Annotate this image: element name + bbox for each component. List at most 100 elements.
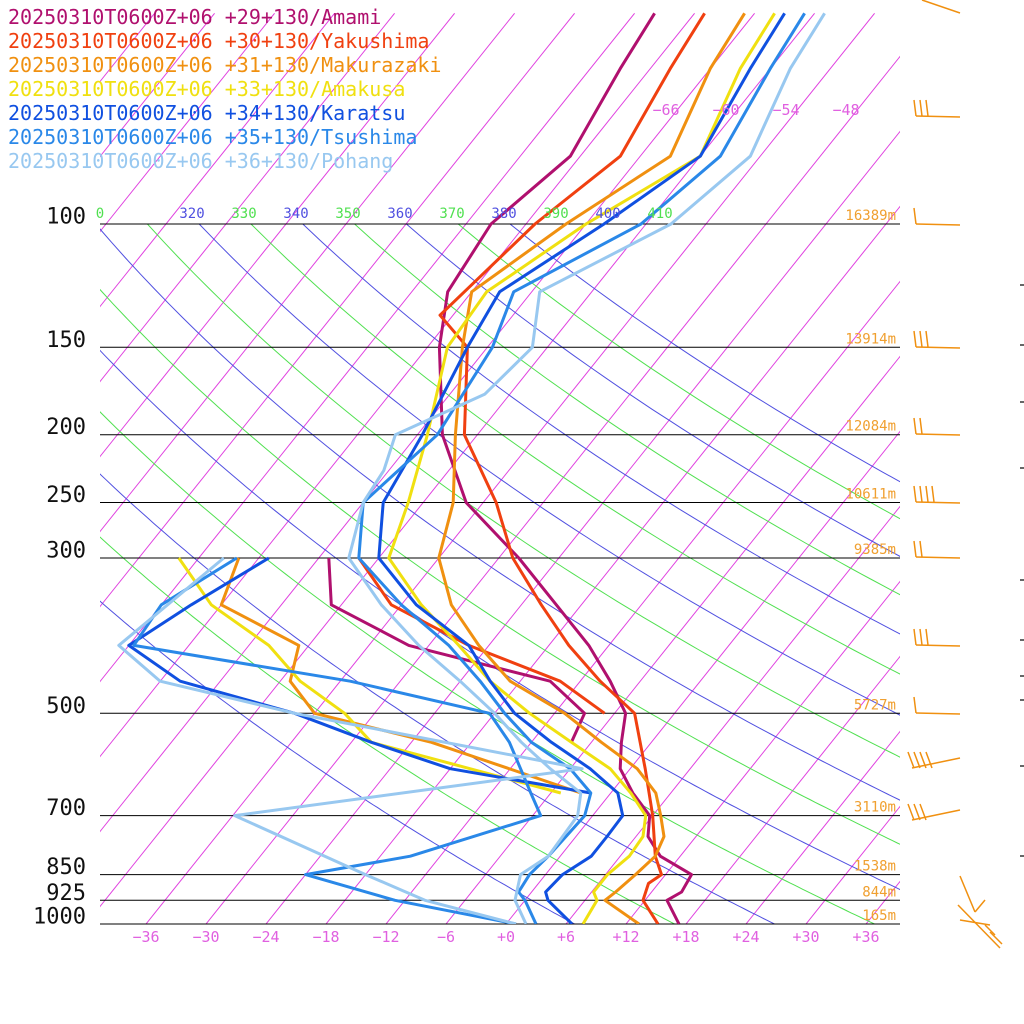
dry-adiabat-line	[147, 224, 900, 758]
isotherm-line	[145, 12, 875, 924]
dry-adiabat-line	[457, 224, 900, 520]
isotherm-grid	[100, 12, 1024, 924]
theta-label: 360	[387, 206, 412, 222]
legend-entry: 20250310T0600Z+06 +30+130/Yakushima	[8, 29, 429, 53]
isotherm-line	[745, 730, 900, 924]
temperature-profile	[438, 12, 706, 924]
wind-barb	[913, 696, 961, 715]
wind-barb	[913, 540, 961, 559]
isotherm-top-label: −48	[832, 101, 859, 119]
temperature-tick-label: −30	[192, 928, 219, 946]
temperature-profile	[377, 12, 786, 924]
wind-barb	[913, 485, 961, 504]
isotherm-line	[265, 130, 900, 924]
height-label: 1538m	[854, 859, 896, 875]
pressure-label: 300	[46, 538, 86, 563]
wind-barb	[913, 330, 961, 349]
pressure-label: 850	[46, 855, 86, 880]
pressure-label: 100	[46, 205, 86, 230]
isotherm-line	[100, 12, 515, 533]
temperature-tick-label: +30	[792, 928, 819, 946]
temperature-tick-label: −18	[312, 928, 339, 946]
pressure-label: 200	[46, 415, 86, 440]
dry-adiabat-line	[250, 224, 900, 675]
isotherm-line	[505, 430, 900, 924]
legend-entry: 20250310T0600Z+06 +33+130/Amakusa	[8, 77, 405, 101]
isotherm-line	[805, 805, 900, 924]
pressure-label: 925	[46, 881, 86, 906]
isotherm-top-label: −54	[772, 101, 799, 119]
wind-barb	[907, 803, 961, 821]
wind-barb	[913, 99, 961, 118]
temperature-tick-label: +12	[612, 928, 639, 946]
isotherm-line	[100, 12, 395, 383]
temperature-tick-label: +36	[852, 928, 879, 946]
isotherm-line	[100, 12, 335, 308]
height-label: 9385m	[854, 542, 896, 558]
dry-adiabat-line	[100, 411, 875, 924]
isotherm-line	[100, 12, 575, 608]
isotherm-line	[100, 12, 455, 458]
height-label: 10611m	[845, 487, 896, 503]
isotherm-line	[685, 655, 900, 924]
dry-adiabat-line	[100, 473, 775, 924]
theta-label: 340	[283, 206, 308, 222]
isotherm-line	[865, 880, 900, 924]
legend-entry: 20250310T0600Z+06 +36+130/Pohang	[8, 149, 393, 173]
temperature-tick-label: −12	[372, 928, 399, 946]
pressure-label: 150	[46, 328, 86, 353]
height-label: 16389m	[845, 208, 896, 224]
dry-adiabat-line	[354, 224, 900, 596]
isotherm-line	[625, 580, 900, 924]
theta-label: 330	[231, 206, 256, 222]
pressure-label: 250	[46, 483, 86, 508]
dry-adiabat-line	[100, 349, 900, 891]
dry-adiabat-grid	[100, 224, 900, 924]
dry-adiabat-line	[100, 600, 575, 924]
dry-adiabat-line	[198, 224, 900, 716]
theta-label: 410	[647, 206, 672, 222]
temperature-tick-label: +24	[732, 928, 759, 946]
legend-entry: 20250310T0600Z+06 +29+130/Amami	[8, 5, 381, 29]
dry-adiabat-line	[509, 224, 900, 483]
legend: 20250310T0600Z+06 +29+130/Amami20250310T…	[8, 5, 441, 173]
theta-label: 370	[439, 206, 464, 222]
pressure-label: 700	[46, 796, 86, 821]
theta-label: 390	[543, 206, 568, 222]
isotherm-line	[100, 12, 815, 908]
isotherm-line	[100, 12, 695, 758]
theta-label: 350	[335, 206, 360, 222]
wind-barb	[957, 875, 1003, 949]
temperature-profile	[347, 12, 826, 924]
theta-label: 400	[595, 206, 620, 222]
isotherm-line	[445, 355, 900, 924]
height-label: 12084m	[845, 419, 896, 435]
isotherm-top-label: −66	[652, 101, 679, 119]
isotherm-line	[205, 55, 900, 924]
wind-barb	[921, 0, 961, 14]
isotherm-line	[100, 12, 635, 683]
temperature-tick-label: −36	[132, 928, 159, 946]
isobar-lines	[100, 223, 900, 925]
height-label: 844m	[862, 884, 896, 900]
temperature-tick-label: −24	[252, 928, 279, 946]
sounding-profiles	[117, 12, 826, 924]
temperature-profile	[437, 12, 693, 924]
isotherm-line	[926, 13, 1024, 924]
isotherm-line	[100, 12, 275, 233]
height-label: 3110m	[854, 800, 896, 816]
wind-barb	[913, 417, 961, 436]
theta-label: 320	[179, 206, 204, 222]
temperature-tick-label: +6	[557, 928, 575, 946]
height-label: 165m	[862, 908, 896, 924]
temperature-profile	[437, 12, 746, 924]
isotherm-top-label: −60	[712, 101, 739, 119]
isotherm-line	[100, 12, 755, 833]
theta-label: 0	[96, 206, 104, 222]
isotherm-line	[385, 280, 900, 924]
temperature-tick-label: +0	[497, 928, 515, 946]
temperature-profile	[357, 12, 806, 924]
dewpoint-profile	[219, 557, 582, 795]
legend-entry: 20250310T0600Z+06 +35+130/Tsushima	[8, 125, 417, 149]
